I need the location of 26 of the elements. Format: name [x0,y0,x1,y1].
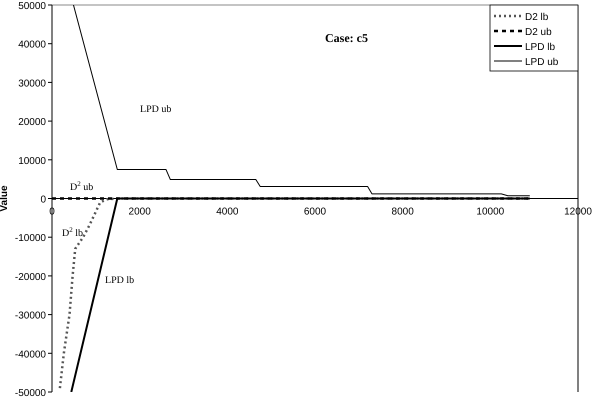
legend-label: LPD ub [525,57,559,68]
y-tick-label: 40000 [18,40,46,51]
x-tick-label: 10000 [476,206,505,218]
y-tick-label: -20000 [14,272,46,283]
y-tick-label: -10000 [14,233,46,244]
annotation: LPD ub [140,104,172,115]
text: Case: c5 [325,31,368,45]
y-tick-label: 0 [40,194,46,206]
legend-label: D2 lb [525,12,549,23]
y-tick-label: 50000 [18,1,46,12]
x-tick-label: 8000 [392,206,414,218]
y-tick-label: -30000 [14,310,46,322]
x-tick-label: 4000 [216,206,239,218]
annotation: LPD lb [105,275,134,286]
y-tick-label: -50000 [14,388,46,399]
x-tick-label: 6000 [304,206,327,218]
y-tick-label: 20000 [18,117,46,128]
annotation: D$^{2}$ lb [62,226,84,239]
legend-label: D2 ub [525,27,552,38]
x-tick-label: 2000 [128,206,152,218]
y-tick-label: 10000 [18,156,46,167]
annotation: D$^{2}$ ub [70,180,94,193]
y-tick-label: 30000 [18,78,46,90]
y-tick-label: -40000 [14,349,46,360]
legend-label: LPD lb [525,42,556,53]
y-axis-title: Value [0,185,10,212]
